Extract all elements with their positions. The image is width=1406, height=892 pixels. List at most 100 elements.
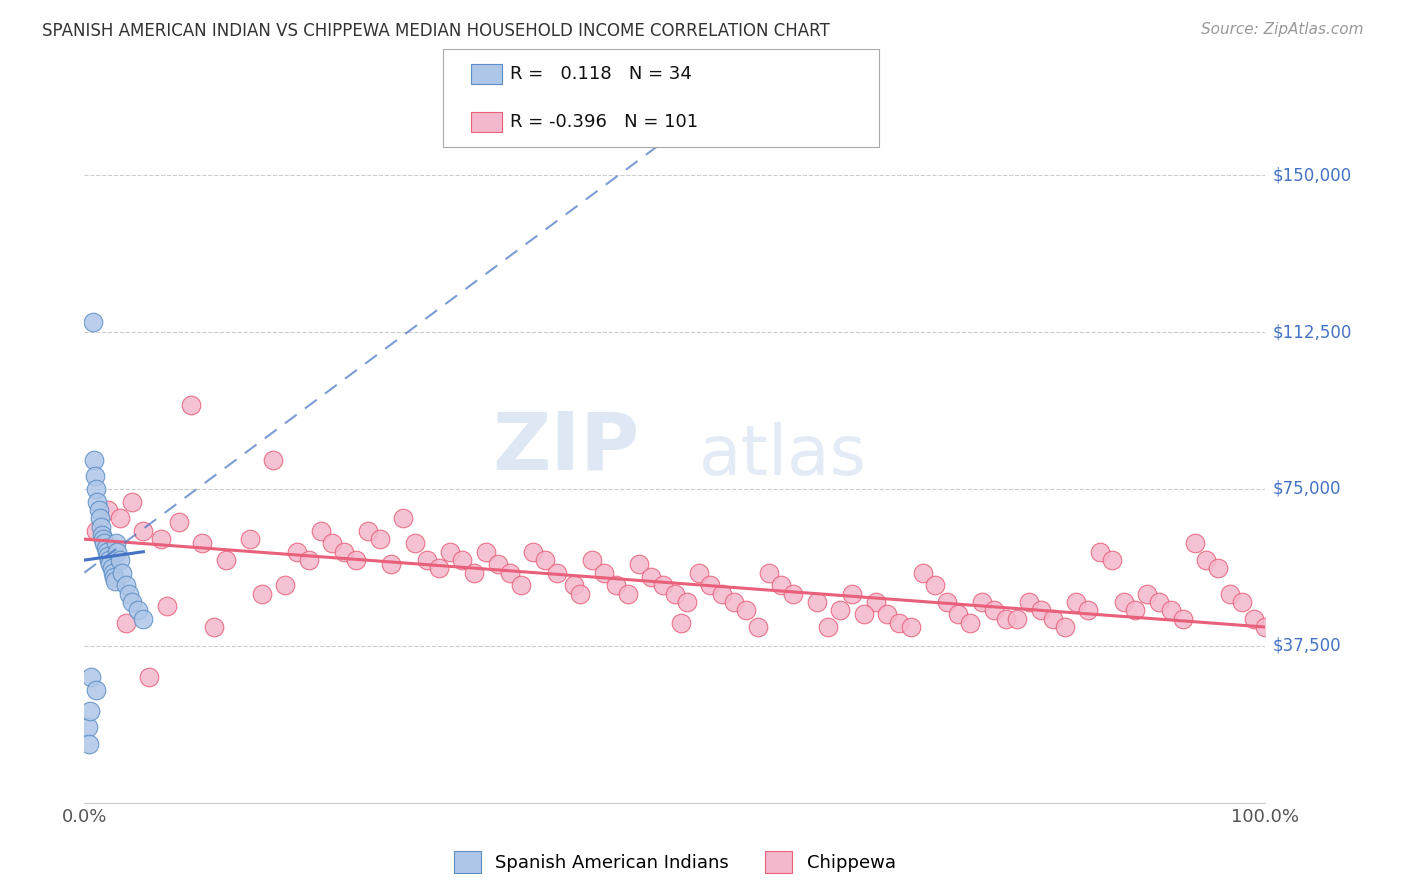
Point bbox=[97, 549, 120, 563]
Point bbox=[900, 620, 922, 634]
Point bbox=[758, 566, 780, 580]
Point bbox=[1112, 595, 1135, 609]
Point bbox=[132, 524, 155, 538]
Point bbox=[616, 586, 638, 600]
Point bbox=[699, 578, 721, 592]
Text: $150,000: $150,000 bbox=[1272, 166, 1351, 184]
Text: R =   0.118   N = 34: R = 0.118 N = 34 bbox=[510, 65, 692, 83]
Point bbox=[191, 536, 214, 550]
Point bbox=[1029, 603, 1052, 617]
Point bbox=[451, 553, 474, 567]
Point bbox=[150, 532, 173, 546]
Point bbox=[167, 516, 190, 530]
Point bbox=[274, 578, 297, 592]
Point bbox=[1066, 595, 1088, 609]
Point bbox=[357, 524, 380, 538]
Point bbox=[948, 607, 970, 622]
Point bbox=[84, 482, 107, 496]
Point bbox=[91, 532, 114, 546]
Point bbox=[93, 536, 115, 550]
Point bbox=[463, 566, 485, 580]
Point bbox=[77, 721, 100, 735]
Text: R = -0.396   N = 101: R = -0.396 N = 101 bbox=[510, 113, 699, 131]
Point bbox=[86, 494, 108, 508]
Point bbox=[121, 595, 143, 609]
Point bbox=[84, 469, 107, 483]
Point bbox=[250, 586, 273, 600]
Point bbox=[127, 603, 149, 617]
Point bbox=[806, 595, 828, 609]
Point bbox=[994, 612, 1017, 626]
Point bbox=[1007, 612, 1029, 626]
Point bbox=[104, 574, 127, 588]
Point bbox=[321, 536, 343, 550]
Point bbox=[564, 578, 586, 592]
Point bbox=[675, 595, 697, 609]
Point bbox=[1053, 620, 1076, 634]
Point bbox=[522, 545, 544, 559]
Point bbox=[605, 578, 627, 592]
Point bbox=[747, 620, 769, 634]
Point bbox=[344, 553, 367, 567]
Point bbox=[202, 620, 225, 634]
Point bbox=[486, 558, 509, 572]
Point bbox=[569, 586, 592, 600]
Point bbox=[770, 578, 793, 592]
Point bbox=[498, 566, 520, 580]
Point bbox=[1125, 603, 1147, 617]
Point bbox=[103, 570, 125, 584]
Point bbox=[852, 607, 875, 622]
Point bbox=[90, 519, 112, 533]
Point bbox=[156, 599, 179, 614]
Legend: Spanish American Indians, Chippewa: Spanish American Indians, Chippewa bbox=[444, 842, 905, 882]
Point bbox=[959, 615, 981, 630]
Point bbox=[1042, 612, 1064, 626]
Point bbox=[924, 578, 946, 592]
Point bbox=[1018, 595, 1040, 609]
Point bbox=[97, 503, 120, 517]
Point bbox=[84, 682, 107, 697]
Text: SPANISH AMERICAN INDIAN VS CHIPPEWA MEDIAN HOUSEHOLD INCOME CORRELATION CHART: SPANISH AMERICAN INDIAN VS CHIPPEWA MEDI… bbox=[42, 22, 830, 40]
Point bbox=[593, 566, 616, 580]
Text: ZIP: ZIP bbox=[492, 409, 640, 486]
Point bbox=[101, 566, 124, 580]
Point bbox=[100, 561, 122, 575]
Point bbox=[114, 615, 136, 630]
Point bbox=[841, 586, 863, 600]
Point bbox=[1088, 545, 1111, 559]
Point bbox=[1195, 553, 1218, 567]
Point bbox=[889, 615, 911, 630]
Point bbox=[108, 511, 131, 525]
Point bbox=[782, 586, 804, 600]
Point bbox=[309, 524, 332, 538]
Point bbox=[333, 545, 356, 559]
Point bbox=[1101, 553, 1123, 567]
Point bbox=[830, 603, 852, 617]
Point bbox=[215, 553, 238, 567]
Point bbox=[1160, 603, 1182, 617]
Point bbox=[180, 398, 202, 412]
Point bbox=[98, 553, 121, 567]
Text: $112,500: $112,500 bbox=[1272, 323, 1351, 341]
Point bbox=[475, 545, 498, 559]
Point bbox=[1077, 603, 1099, 617]
Point bbox=[628, 558, 651, 572]
Point bbox=[439, 545, 461, 559]
Point bbox=[664, 586, 686, 600]
Point bbox=[640, 570, 662, 584]
Point bbox=[84, 524, 107, 538]
Point bbox=[876, 607, 898, 622]
Point bbox=[734, 603, 756, 617]
Point bbox=[1136, 586, 1159, 600]
Point bbox=[817, 620, 839, 634]
Point bbox=[89, 511, 111, 525]
Point bbox=[111, 566, 134, 580]
Point bbox=[581, 553, 603, 567]
Point bbox=[121, 494, 143, 508]
Point bbox=[380, 558, 402, 572]
Point bbox=[108, 553, 131, 567]
Point bbox=[132, 612, 155, 626]
Point bbox=[688, 566, 710, 580]
Point bbox=[98, 558, 121, 572]
Point bbox=[1219, 586, 1241, 600]
